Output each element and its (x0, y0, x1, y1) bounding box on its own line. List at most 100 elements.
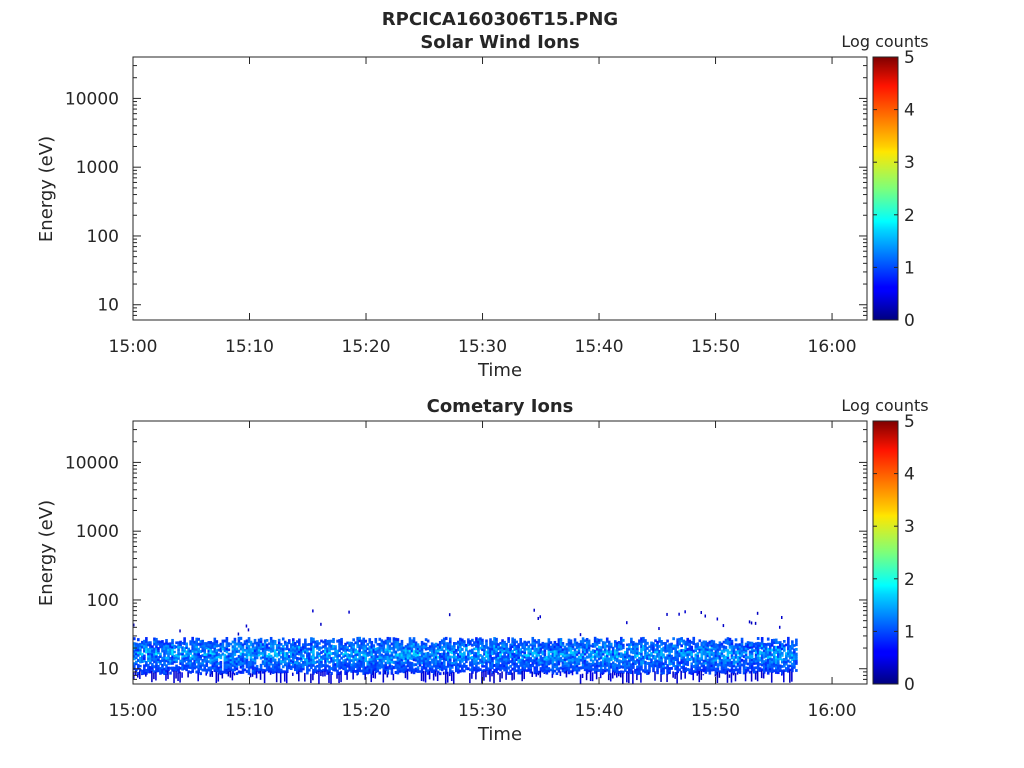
spectrogram-cell (503, 645, 506, 648)
spectrogram-cell (203, 651, 207, 654)
spectrogram-cell (229, 666, 233, 670)
spectrogram-cell (269, 657, 273, 661)
spectrogram-cell (350, 665, 353, 669)
spectrogram-cell (163, 660, 166, 664)
spectrogram-cell (402, 666, 406, 669)
spectrogram-cell (529, 648, 533, 651)
spectrogram-cell (434, 655, 438, 659)
spectrogram-cell (776, 641, 780, 644)
spectrogram-cell (155, 659, 158, 663)
spectrogram-cell (495, 637, 498, 641)
spectrogram-cell (491, 666, 494, 670)
spectrogram-cell (430, 647, 434, 650)
spectrogram-cell (372, 659, 376, 663)
spectrogram-cell (416, 645, 420, 648)
spectrogram-cell (791, 662, 794, 666)
spectrogram-cell (543, 655, 547, 659)
spectrogram-cell (205, 670, 209, 674)
spectrogram-cell (674, 646, 677, 650)
spectrogram-cell (155, 654, 158, 658)
spectrogram-cell (720, 649, 724, 653)
spectrogram-cell (179, 643, 182, 646)
spectrogram-cell (613, 656, 617, 660)
spectrogram-cell (283, 647, 287, 651)
spectrogram-cell (217, 653, 221, 656)
spectrogram-cell (388, 644, 392, 648)
spectrogram-cell (400, 653, 404, 657)
spectrogram-cell (257, 670, 261, 674)
spectrogram-cell (205, 664, 209, 667)
spectrogram-cell (386, 636, 390, 641)
spectrogram-cell (155, 671, 157, 681)
spectrogram-cell (746, 645, 750, 649)
spectrogram-cell (503, 655, 506, 659)
spectrogram-cell (147, 641, 150, 645)
spectrogram-cell (352, 669, 355, 673)
cometary-ions-y-minor-ticks (133, 429, 867, 680)
spectrogram-cell (448, 647, 452, 651)
spectrogram-cell (281, 660, 285, 664)
spectrogram-cell (617, 645, 621, 649)
spectrogram-cell (344, 672, 347, 676)
spectrogram-cell (519, 663, 522, 667)
spectrogram-cell (523, 653, 527, 657)
spectrogram-cell (289, 647, 293, 650)
spectrogram-cell (756, 649, 760, 653)
spectrogram-cell (452, 642, 456, 645)
spectrogram-cell (766, 663, 770, 667)
spectrogram-cell (555, 656, 559, 660)
spectrogram-cell (515, 640, 518, 644)
spectrogram-cell (607, 643, 611, 646)
spectrogram-cell (364, 647, 368, 650)
spectrogram-cell (499, 653, 502, 656)
spectrogram-cell (517, 667, 520, 671)
spectrogram-cell (613, 663, 617, 666)
spectrogram-cell (718, 661, 722, 665)
spectrogram-cell (650, 664, 653, 668)
spectrogram-cell (165, 656, 168, 660)
spectrogram-cell (432, 643, 436, 647)
spectrogram-cell (654, 650, 657, 654)
spectrogram-cell (573, 660, 577, 664)
spectrogram-cell (324, 655, 327, 658)
spectrogram-cell (666, 639, 669, 643)
cometary-ions-y-axis-label: Energy (eV) (36, 500, 57, 606)
spectrogram-cell (293, 649, 297, 652)
spectrogram-cell (265, 657, 269, 660)
spectrogram-cell (469, 673, 471, 684)
spectrogram-cell (473, 660, 476, 663)
spectrogram-cell (225, 665, 229, 669)
spectrogram-cell (255, 646, 259, 649)
spectrogram-cell (338, 674, 340, 684)
spectrogram-cell (567, 641, 571, 645)
spectrogram-cell (461, 648, 464, 651)
spectrogram-cell (177, 652, 180, 656)
spectrogram-cell (503, 643, 506, 646)
spectrogram-cell (732, 649, 736, 653)
spectrogram-cell (263, 661, 267, 665)
spectrogram-cell (764, 643, 768, 646)
spectrogram-cell (239, 662, 243, 667)
spectrogram-cell (253, 651, 257, 655)
spectrogram-cell (430, 649, 434, 653)
spectrogram-cell (241, 650, 245, 654)
spectrogram-cell (487, 648, 490, 652)
spectrogram-cell (734, 643, 738, 647)
spectrogram-cell (312, 609, 314, 613)
spectrogram-cell (205, 657, 209, 661)
spectrogram-cell (740, 663, 744, 667)
spectrogram-cell (615, 673, 618, 678)
spectrogram-cell (434, 642, 438, 646)
spectrogram-cell (374, 672, 377, 679)
spectrogram-cell (143, 649, 146, 653)
spectrogram-cell (583, 659, 587, 663)
spectrogram-cell (340, 647, 343, 651)
spectrogram-cell (491, 643, 494, 646)
spectrogram-cell (133, 647, 136, 651)
spectrogram-cell (267, 667, 271, 671)
spectrogram-cell (289, 665, 293, 669)
spectrogram-cell (573, 650, 577, 654)
spectrogram-cell (416, 670, 420, 673)
spectrogram-cell (589, 665, 593, 668)
spectrogram-cell (489, 642, 492, 646)
